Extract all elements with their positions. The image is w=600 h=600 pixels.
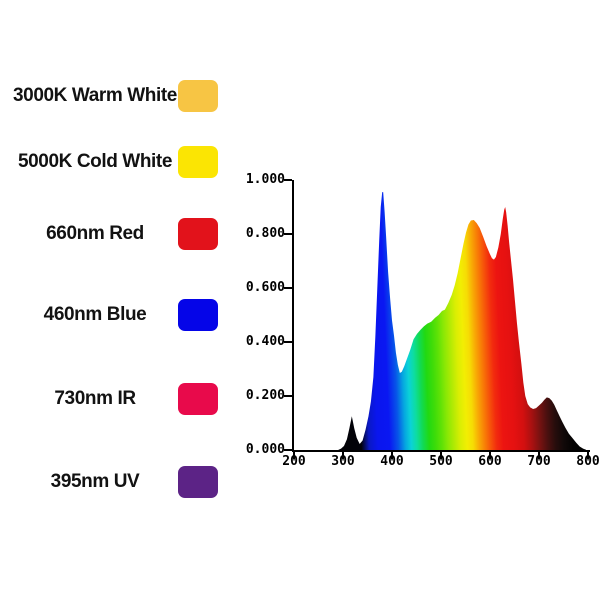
legend-label-red-660: 660nm Red (46, 223, 144, 244)
y-axis-tick-label: 0.400 (245, 334, 285, 349)
legend-label-warm-white: 3000K Warm White (13, 85, 177, 106)
y-axis-tick (284, 179, 292, 181)
spectrum-svg (338, 192, 587, 450)
legend-item-blue-460: 460nm Blue (10, 297, 235, 333)
x-axis-tick (293, 450, 295, 459)
x-axis-tick (440, 450, 442, 459)
y-axis-tick (284, 287, 292, 289)
y-axis-tick-label: 1.000 (245, 172, 285, 187)
spectrum-curve (338, 192, 587, 450)
plot-area: 200 300 400 500 600 700 800 1.000 0.800 0.600 0.40… (246, 172, 600, 469)
legend-swatch-uv-395 (178, 466, 218, 498)
y-axis-tick (284, 449, 292, 451)
y-axis-tick-label: 0.800 (245, 226, 285, 241)
legend-item-cold-white: 5000K Cold White (10, 144, 235, 180)
x-axis-tick-label: 700 (527, 454, 551, 469)
legend-label-uv-395: 395nm UV (50, 471, 140, 492)
y-axis-tick (284, 341, 292, 343)
x-axis-tick (587, 450, 589, 459)
x-axis-tick-label: 800 (576, 454, 600, 469)
legend-item-red-660: 660nm Red (10, 216, 235, 252)
x-axis-tick (489, 450, 491, 459)
legend-item-ir-730: 730nm IR (10, 381, 235, 417)
legend-swatch-warm-white (178, 80, 218, 112)
y-axis-line (292, 180, 294, 452)
x-axis-tick (538, 450, 540, 459)
y-axis-tick-label: 0.600 (245, 280, 285, 295)
x-axis-tick-label: 200 (282, 454, 306, 469)
legend-swatch-ir-730 (178, 383, 218, 415)
x-axis-tick (342, 450, 344, 459)
x-axis-tick-label: 300 (331, 454, 355, 469)
legend-item-warm-white: 3000K Warm White (10, 78, 235, 114)
legend-label-blue-460: 460nm Blue (43, 304, 147, 325)
y-axis-tick-label: 0.000 (245, 442, 285, 457)
x-axis-tick-label: 400 (380, 454, 404, 469)
legend-swatch-cold-white (178, 146, 218, 178)
y-axis-tick (284, 233, 292, 235)
x-axis-tick-label: 500 (429, 454, 453, 469)
legend-label-cold-white: 5000K Cold White (17, 151, 173, 172)
x-axis-tick-label: 600 (478, 454, 502, 469)
legend-item-uv-395: 395nm UV (10, 464, 235, 500)
legend-label-ir-730: 730nm IR (54, 388, 136, 409)
legend-swatch-red-660 (178, 218, 218, 250)
x-axis-tick (391, 450, 393, 459)
y-axis-tick (284, 395, 292, 397)
y-axis-tick-label: 0.200 (245, 388, 285, 403)
legend-swatch-blue-460 (178, 299, 218, 331)
